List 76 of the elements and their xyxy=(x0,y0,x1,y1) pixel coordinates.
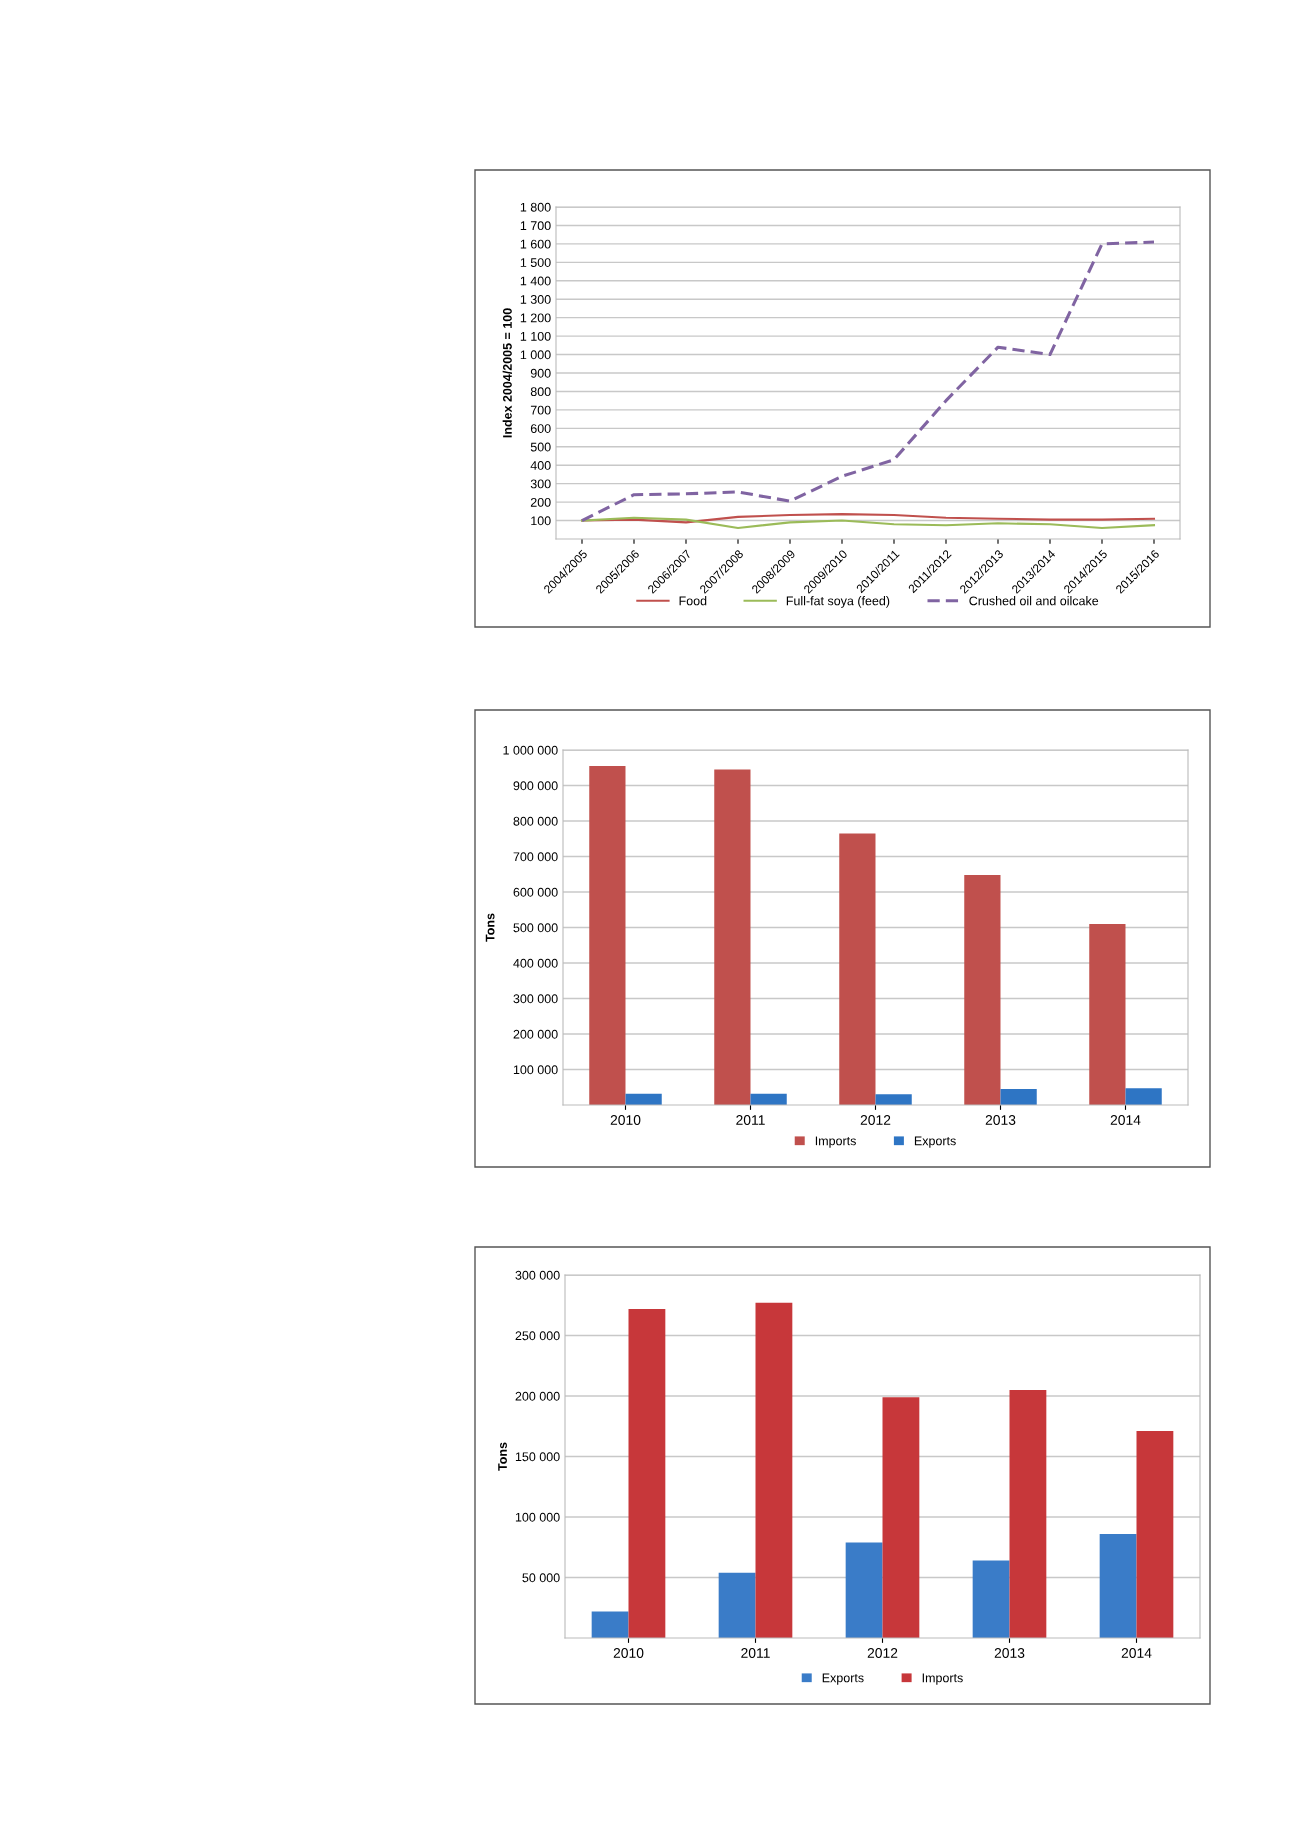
y-tick-label: 700 xyxy=(530,405,551,415)
bar xyxy=(628,1308,666,1638)
legend-label: Food xyxy=(679,596,707,606)
y-tick-label: 100 xyxy=(531,516,551,526)
legend-label: Exports xyxy=(822,1673,864,1685)
bar xyxy=(1099,1533,1137,1638)
y-tick-label: 400 000 xyxy=(513,958,558,968)
y-tick-label: 1 000 000 xyxy=(503,745,558,755)
y-tick-label: 300 xyxy=(530,479,551,489)
y-tick-label: 150 000 xyxy=(515,1452,560,1462)
line-series xyxy=(580,516,1156,529)
y-tick-label: 200 000 xyxy=(515,1391,560,1401)
bar xyxy=(718,1572,756,1638)
y-tick-label: 800 000 xyxy=(513,816,558,826)
y-tick-label: 1 000 xyxy=(520,350,551,360)
bar xyxy=(1000,1089,1037,1105)
legend-label: Imports xyxy=(815,1136,856,1148)
bar xyxy=(750,1093,787,1105)
y-tick-label: 1 100 xyxy=(520,331,551,341)
x-tick-label: 2013 xyxy=(985,1115,1016,1125)
y-tick-label: 200 000 xyxy=(513,1029,558,1039)
x-tick-label: 2011 xyxy=(741,1648,770,1658)
x-tick-label: 2014 xyxy=(1121,1648,1152,1658)
legend-label: Full-fat soya (feed) xyxy=(786,596,890,608)
y-tick-label: 700 000 xyxy=(513,852,558,862)
y-tick-label: 300 000 xyxy=(513,994,558,1004)
bar xyxy=(589,765,626,1105)
y-tick-label: 400 xyxy=(530,461,551,470)
x-tick-label: 2013 xyxy=(994,1648,1025,1658)
x-tick-label: 2011 xyxy=(736,1115,765,1125)
y-axis-title: Tons xyxy=(498,1442,507,1471)
y-tick-label: 600 000 xyxy=(513,887,558,897)
bar xyxy=(1125,1088,1162,1105)
y-tick-label: 500 xyxy=(530,442,551,452)
bar xyxy=(882,1397,920,1638)
x-tick-label: 2014 xyxy=(1110,1115,1141,1125)
y-tick-label: 1 300 xyxy=(520,295,551,304)
y-tick-label: 250 000 xyxy=(515,1331,560,1341)
legend-label: Exports xyxy=(914,1136,956,1148)
y-tick-label: 1 200 xyxy=(520,313,551,323)
legend-label: Crushed oil and oilcake xyxy=(969,596,1099,606)
bar xyxy=(839,833,876,1105)
y-tick-label: 1 700 xyxy=(520,221,551,231)
bar xyxy=(972,1560,1010,1638)
y-axis-title: Tons xyxy=(485,913,495,942)
line-series xyxy=(580,240,1156,523)
y-tick-label: 500 000 xyxy=(513,923,558,933)
y-tick-label: 900 000 xyxy=(513,781,558,791)
bar xyxy=(591,1611,629,1638)
x-tick-label: 2010 xyxy=(613,1648,644,1658)
y-axis-title: Index 2004/2005 = 100 xyxy=(502,308,512,438)
x-tick-label: 2012 xyxy=(860,1115,891,1125)
bar xyxy=(875,1094,912,1105)
x-tick-label: 2010 xyxy=(610,1115,641,1125)
y-tick-label: 50 000 xyxy=(522,1573,560,1583)
bar xyxy=(1009,1389,1047,1638)
bar xyxy=(1136,1431,1174,1638)
bar xyxy=(714,769,751,1105)
x-tick-label: 2012 xyxy=(867,1648,898,1658)
y-tick-label: 600 xyxy=(530,424,551,433)
y-tick-label: 1 400 xyxy=(520,276,551,286)
legend-label: Imports xyxy=(922,1673,963,1685)
y-tick-label: 1 600 xyxy=(520,239,551,249)
bar xyxy=(964,874,1001,1105)
y-tick-label: 800 xyxy=(530,387,551,397)
y-tick-label: 100 000 xyxy=(513,1065,558,1075)
bar xyxy=(845,1542,883,1638)
y-tick-label: 100 000 xyxy=(515,1512,560,1522)
y-tick-label: 900 xyxy=(530,368,551,378)
y-tick-label: 300 000 xyxy=(515,1270,560,1280)
y-tick-label: 1 800 xyxy=(520,202,551,212)
bar xyxy=(755,1302,793,1638)
bar xyxy=(1089,923,1126,1105)
y-tick-label: 200 xyxy=(530,497,551,507)
bar xyxy=(625,1093,662,1105)
y-tick-label: 1 500 xyxy=(520,258,551,267)
